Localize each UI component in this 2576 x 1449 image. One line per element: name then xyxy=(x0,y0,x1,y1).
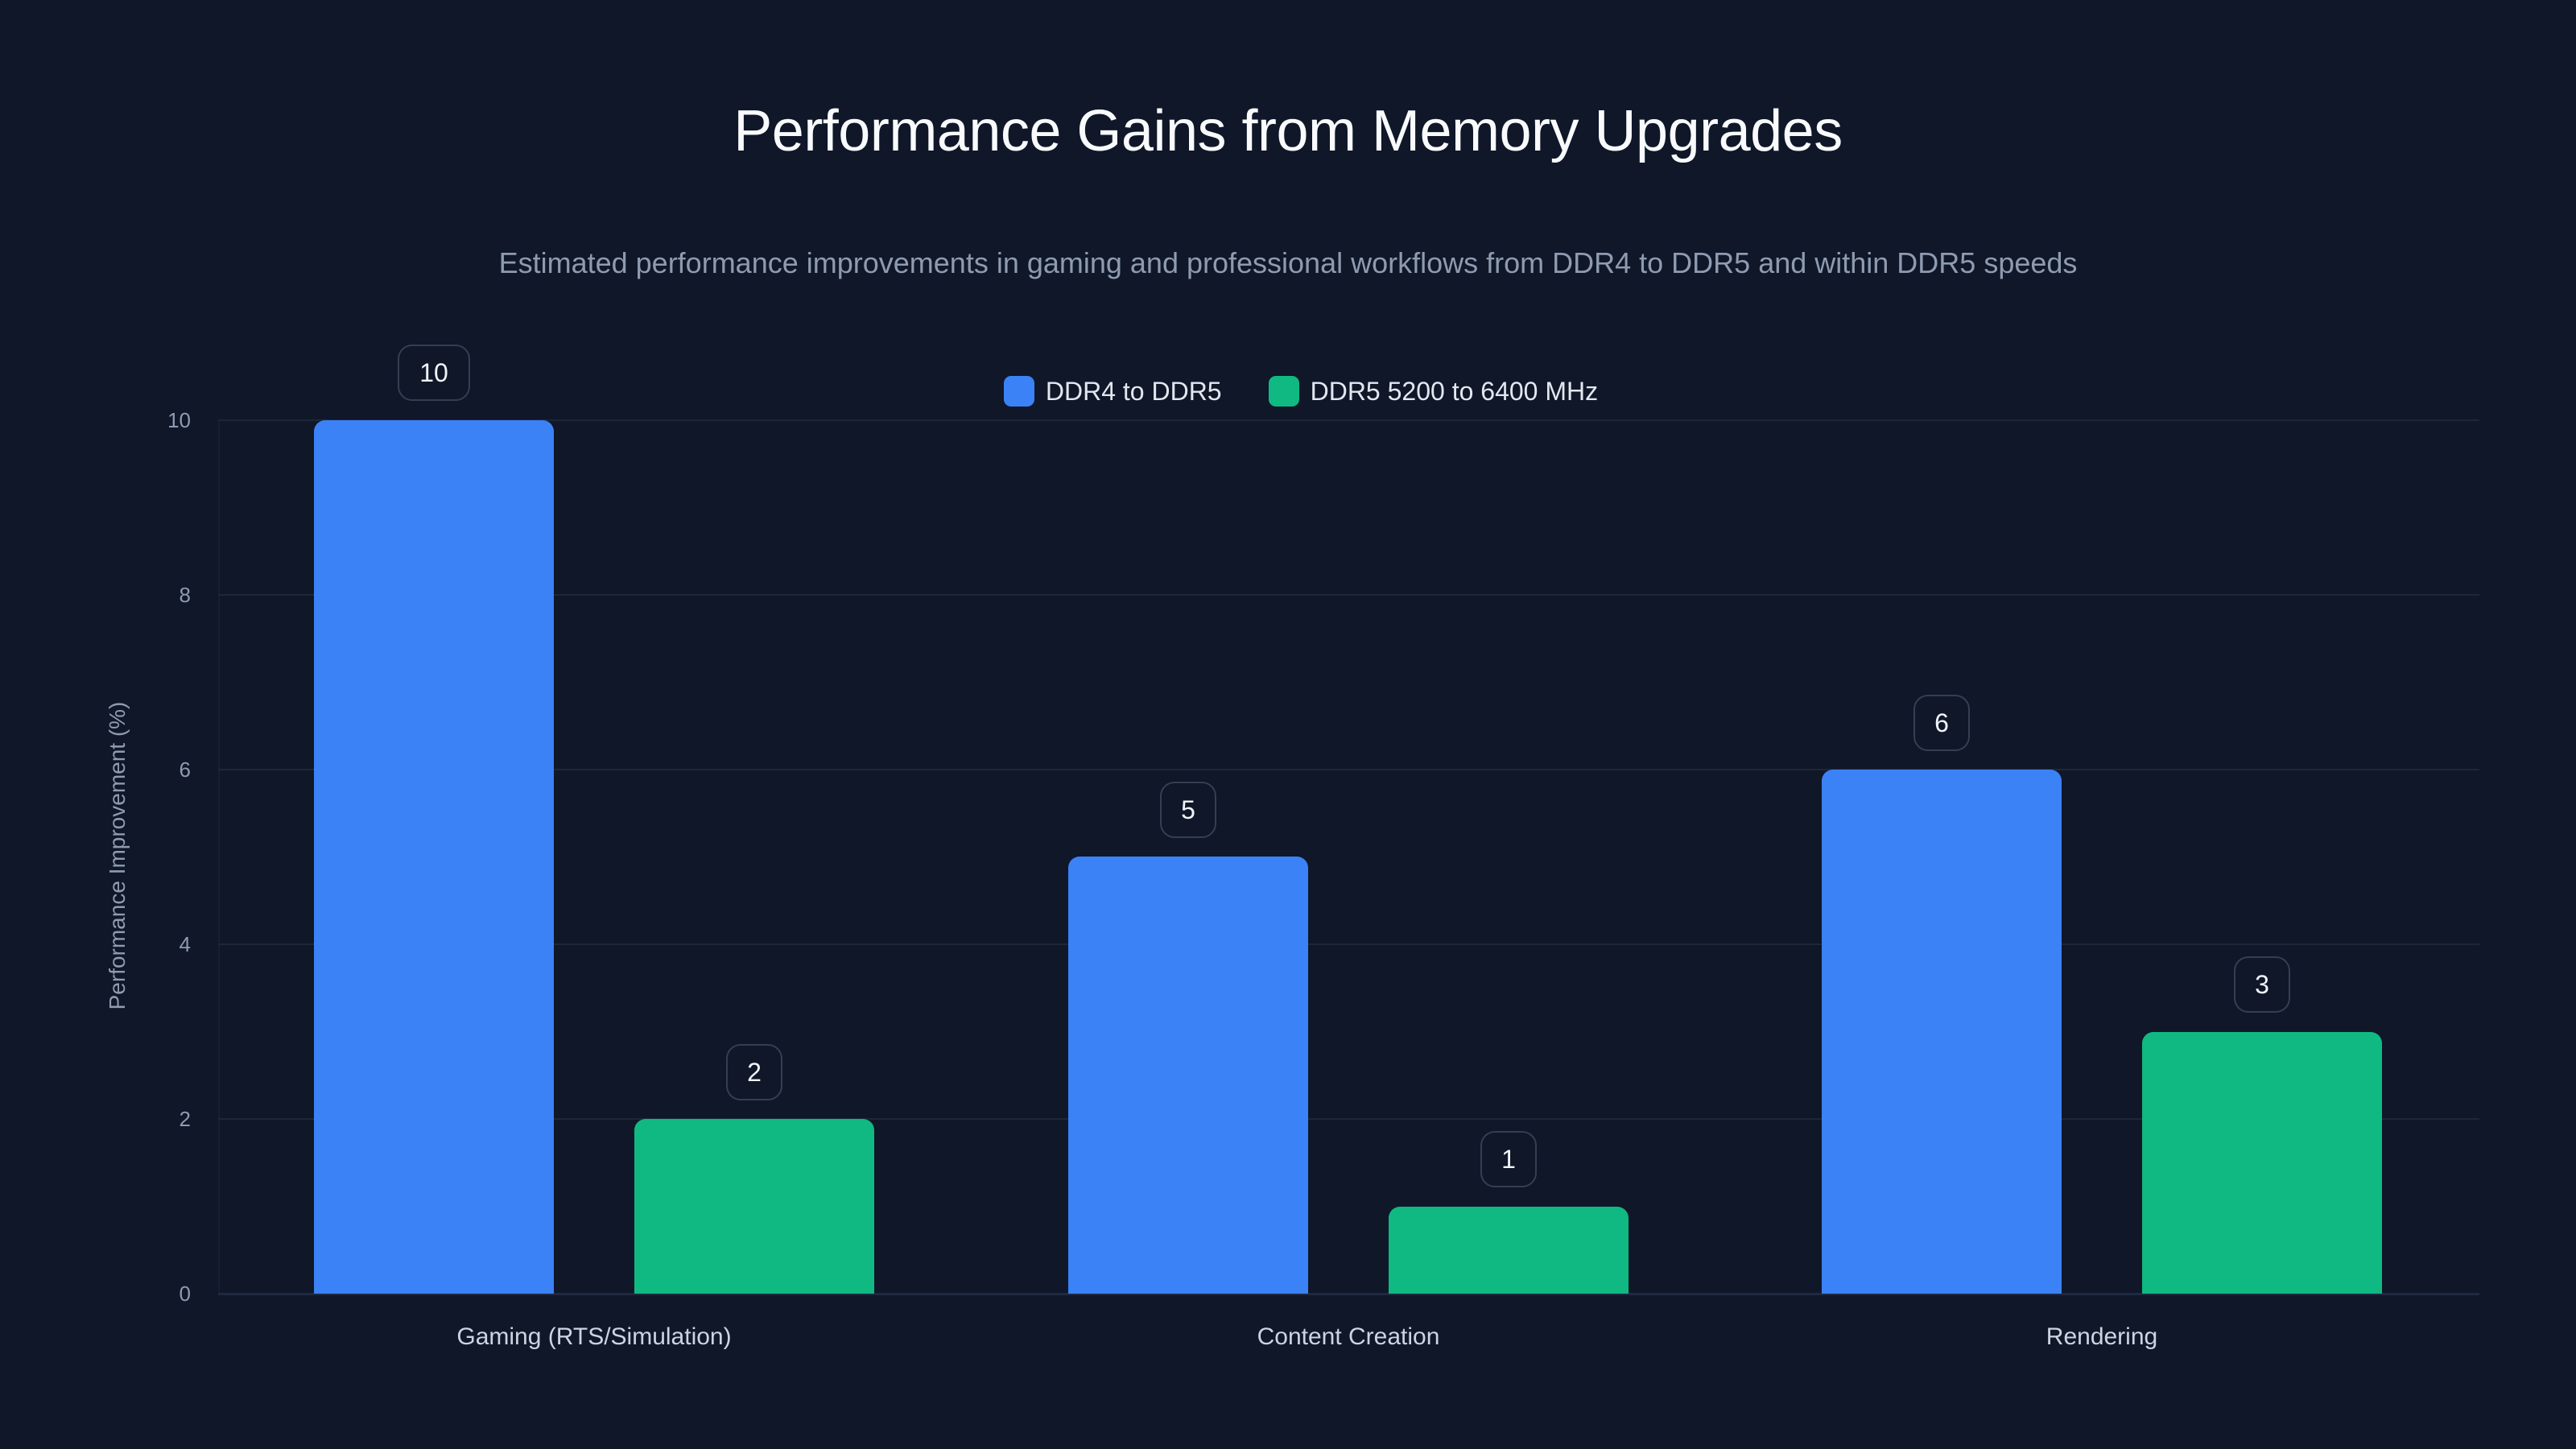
legend-label: DDR4 to DDR5 xyxy=(1045,377,1222,406)
bar-gaming-ddr4-to-ddr5[interactable] xyxy=(314,420,554,1294)
gridline-8 xyxy=(218,594,2479,596)
y-tick-6: 6 xyxy=(179,758,191,782)
gridline-6 xyxy=(218,769,2479,770)
bar-gaming-ddr5-speeds[interactable] xyxy=(634,1119,874,1294)
x-label-content-creation: Content Creation xyxy=(1257,1323,1440,1350)
y-tick-8: 8 xyxy=(179,583,191,607)
bar-rendering-ddr5-speeds[interactable] xyxy=(2142,1032,2382,1294)
bar-content-creation-ddr4-to-ddr5[interactable] xyxy=(1068,857,1308,1294)
value-badge: 6 xyxy=(1913,695,1970,751)
value-badge: 1 xyxy=(1480,1131,1537,1187)
y-axis-line xyxy=(218,420,220,1294)
bar-content-creation-ddr5-speeds[interactable] xyxy=(1389,1207,1629,1294)
legend-item-ddr5-speeds[interactable]: DDR5 5200 to 6400 MHz xyxy=(1268,375,1599,407)
y-tick-4: 4 xyxy=(179,932,191,956)
x-axis-line xyxy=(218,1293,2479,1295)
bar-rendering-ddr4-to-ddr5[interactable] xyxy=(1822,770,2062,1294)
legend-label: DDR5 5200 to 6400 MHz xyxy=(1310,377,1599,406)
legend: DDR4 to DDR5 DDR5 5200 to 6400 MHz xyxy=(0,375,2576,407)
value-badge: 3 xyxy=(2234,956,2290,1013)
legend-item-ddr4-to-ddr5[interactable]: DDR4 to DDR5 xyxy=(1003,375,1222,407)
value-badge: 5 xyxy=(1160,782,1216,838)
gridline-2 xyxy=(218,1118,2479,1120)
legend-swatch-green-icon xyxy=(1268,376,1299,407)
plot-area xyxy=(218,419,2479,1295)
y-tick-10: 10 xyxy=(167,408,191,432)
chart-title: Performance Gains from Memory Upgrades xyxy=(733,99,1843,163)
value-badge: 10 xyxy=(398,345,470,401)
value-badge: 2 xyxy=(726,1044,782,1100)
y-tick-0: 0 xyxy=(179,1282,191,1306)
x-label-rendering: Rendering xyxy=(2046,1323,2158,1350)
y-tick-2: 2 xyxy=(179,1107,191,1131)
chart-subtitle: Estimated performance improvements in ga… xyxy=(498,246,2078,279)
gridline-10 xyxy=(218,419,2479,421)
gridline-4 xyxy=(218,943,2479,945)
y-axis-title: Performance Improvement (%) xyxy=(105,701,130,1010)
legend-swatch-blue-icon xyxy=(1003,376,1034,407)
x-label-gaming: Gaming (RTS/Simulation) xyxy=(456,1323,732,1350)
